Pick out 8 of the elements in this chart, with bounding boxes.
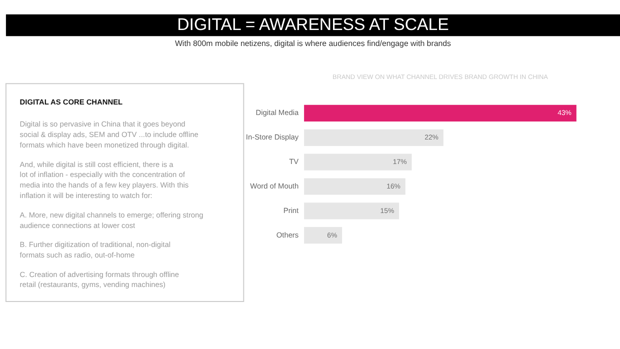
bar [304, 227, 342, 244]
text: DIGITAL = AWARENESS AT SCALE [177, 15, 449, 34]
bar [304, 129, 444, 146]
text: With 800m mobile netizens, digital is where audiences find/engage with brands [174, 39, 452, 48]
bar [304, 178, 406, 195]
bar [304, 202, 400, 220]
bar [304, 104, 576, 122]
bar [304, 154, 412, 170]
